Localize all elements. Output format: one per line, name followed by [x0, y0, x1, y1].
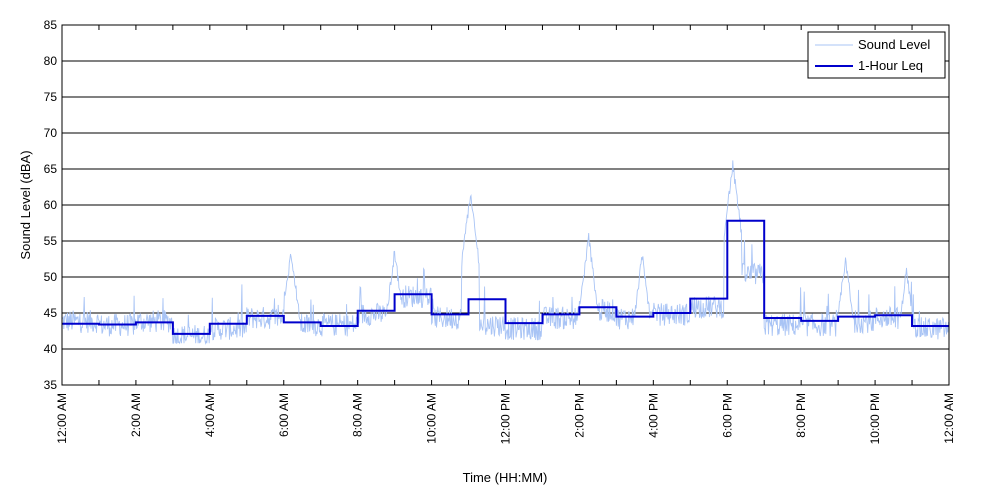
y-tick-label: 50: [44, 270, 58, 284]
y-tick-label: 65: [44, 162, 58, 176]
x-tick-label: 2:00 AM: [129, 393, 143, 437]
x-tick-label: 12:00 AM: [942, 393, 956, 444]
y-tick-label: 35: [44, 378, 58, 392]
x-tick-label: 8:00 PM: [794, 393, 808, 438]
x-tick-label: 2:00 PM: [572, 393, 586, 438]
y-tick-label: 75: [44, 90, 58, 104]
legend-label-sound-level: Sound Level: [858, 37, 930, 52]
y-tick-label: 55: [44, 234, 58, 248]
legend: Sound Level 1-Hour Leq: [807, 31, 946, 79]
legend-label-leq: 1-Hour Leq: [858, 58, 923, 73]
y-tick-label: 70: [44, 126, 58, 140]
x-tick-label: 8:00 AM: [351, 393, 365, 437]
y-tick-label: 45: [44, 306, 58, 320]
x-tick-label: 12:00 AM: [55, 393, 69, 444]
axis-ticks: 35 40 45 50 55 60 65 70 75 80 85 12:00 AM 2:00 AM 4:0…: [44, 18, 956, 444]
x-tick-label: 6:00 AM: [277, 393, 291, 437]
leq-series: [62, 219, 949, 335]
grid-lines: [62, 60, 949, 350]
y-tick-label: 85: [44, 18, 58, 32]
x-tick-label: 6:00 PM: [720, 393, 734, 438]
leq-step-line: [62, 219, 949, 335]
x-tick-label: 4:00 PM: [646, 393, 660, 438]
x-tick-label: 10:00 AM: [425, 393, 439, 444]
legend-box: [807, 31, 946, 79]
x-axis-label: Time (HH:MM): [463, 470, 548, 485]
x-tick-label: 12:00 PM: [499, 393, 513, 444]
y-tick-label: 80: [44, 54, 58, 68]
y-tick-label: 60: [44, 198, 58, 212]
x-tick-label: 4:00 AM: [203, 393, 217, 437]
x-tick-label: 10:00 PM: [868, 393, 882, 444]
y-tick-label: 40: [44, 342, 58, 356]
y-axis-label: Sound Level (dBA): [18, 150, 33, 259]
